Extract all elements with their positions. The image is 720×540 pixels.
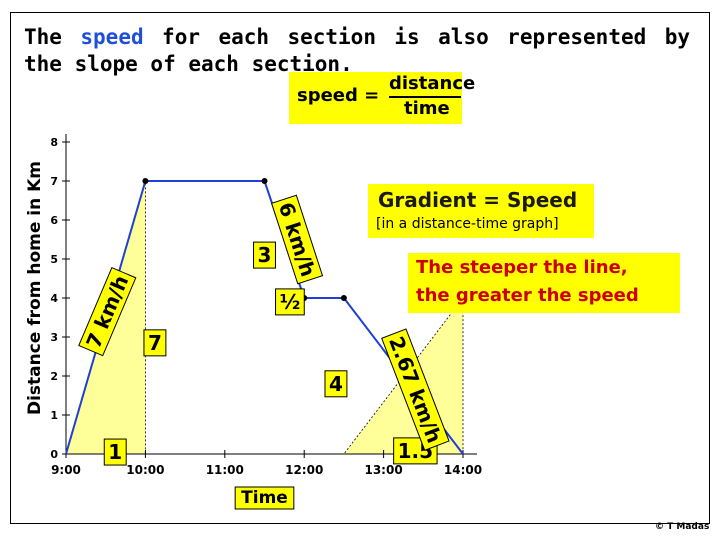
x-tick-label: 10:00 <box>126 463 164 477</box>
annotation-label: 3 <box>253 241 276 269</box>
annotation-box <box>275 288 305 316</box>
annotation-box <box>270 194 324 285</box>
annotation-box <box>78 266 137 357</box>
speed-formula-box: speed = distance time <box>289 72 475 124</box>
annotation-label: 1 <box>103 438 127 466</box>
annotation-text: 7 <box>148 331 162 355</box>
formula-denominator: time <box>404 98 450 119</box>
y-tick-label: 7 <box>50 175 58 188</box>
y-tick-label: 0 <box>50 448 58 461</box>
data-point <box>142 178 149 184</box>
copyright-footer: © T Madas <box>655 522 710 532</box>
x-axis-label: Time <box>241 488 288 508</box>
steeper-line-1: The steeper the line, <box>416 257 628 278</box>
annotation-text: ½ <box>280 290 301 314</box>
y-tick-label: 3 <box>50 331 58 344</box>
annotation-text: 3 <box>258 243 272 267</box>
formula-lhs: speed = <box>297 85 380 106</box>
y-tick-label: 5 <box>50 253 58 266</box>
annotation-label: 4 <box>324 370 348 398</box>
annotation-box <box>324 370 348 398</box>
data-point <box>340 295 347 301</box>
y-tick-label: 8 <box>50 136 58 149</box>
annotation-label: 7 <box>143 329 167 357</box>
annotation-box <box>381 328 450 451</box>
steeper-box: The steeper the line, the greater the sp… <box>408 253 680 313</box>
y-tick-label: 2 <box>50 370 58 383</box>
speed-highlight: speed <box>80 25 144 49</box>
annotation-box <box>103 438 127 466</box>
annotation-text: 1 <box>108 440 122 464</box>
formula-numerator: distance <box>389 73 476 94</box>
x-tick-label: 13:00 <box>364 463 402 477</box>
x-tick-label: 14:00 <box>444 463 482 477</box>
y-tick-label: 6 <box>50 214 58 227</box>
annotation-text: 4 <box>329 372 343 396</box>
x-tick-label: 9:00 <box>51 463 81 477</box>
fraction-bar <box>389 96 461 98</box>
annotation-text: 6 km/h <box>274 199 320 279</box>
slide-frame <box>10 12 710 524</box>
data-point <box>261 178 268 184</box>
x-tick-label: 12:00 <box>285 463 323 477</box>
annotation-box <box>143 329 167 357</box>
y-tick-label: 4 <box>50 292 58 305</box>
y-tick-label: 1 <box>50 409 58 422</box>
gradient-box: Gradient = Speed [in a distance-time gra… <box>368 184 594 238</box>
x-tick-label: 11:00 <box>206 463 244 477</box>
steeper-line-2: the greater the speed <box>416 285 639 306</box>
gradient-title: Gradient = Speed <box>378 188 578 212</box>
annotation-label: 6 km/h <box>270 194 324 285</box>
gradient-subtitle: [in a distance-time graph] <box>376 216 559 232</box>
annotation-label: ½ <box>275 288 305 316</box>
annotation-box <box>253 241 276 269</box>
y-axis-label: Distance from home in Km <box>25 161 45 415</box>
x-axis-label-box <box>234 486 295 510</box>
